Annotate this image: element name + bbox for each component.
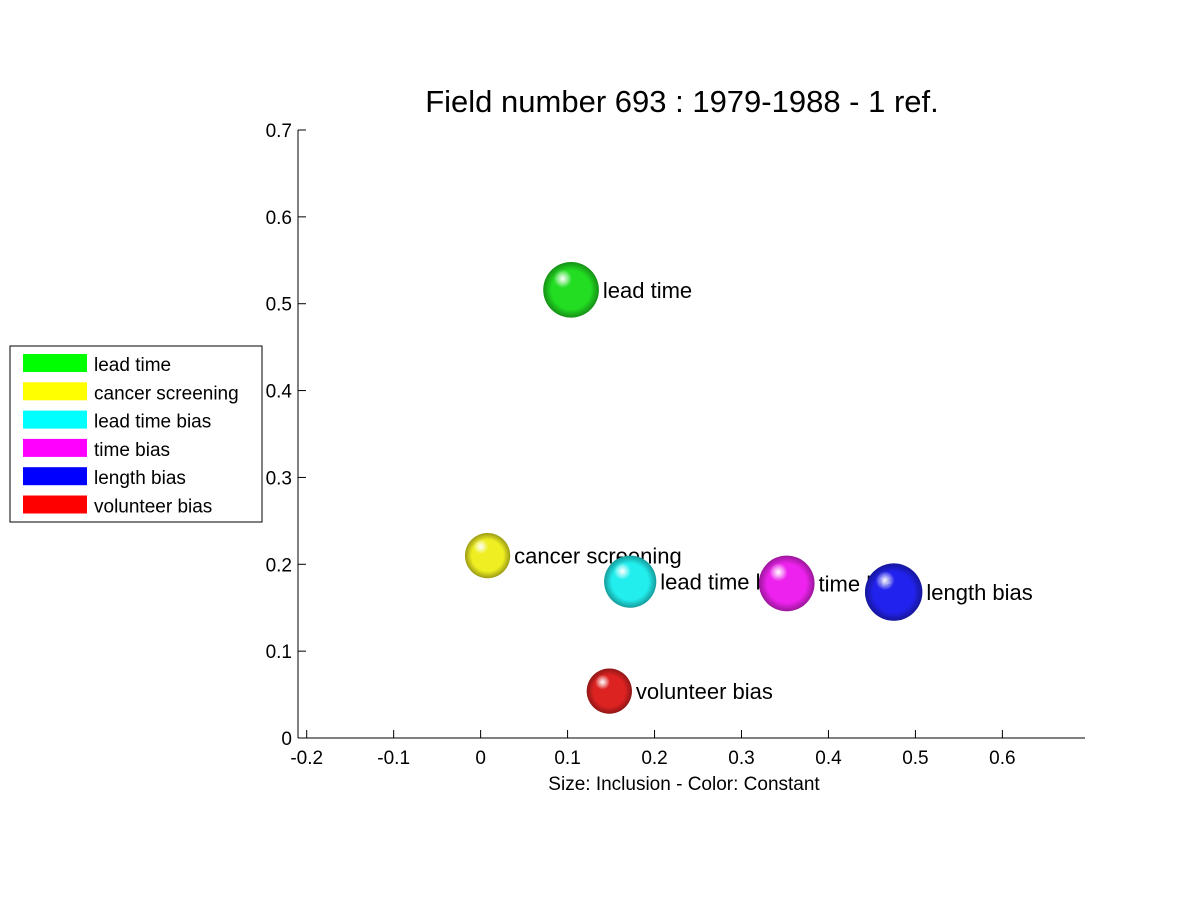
data-point-shading bbox=[864, 563, 923, 621]
y-tick-label: 0.3 bbox=[266, 468, 292, 489]
legend-label: lead time bbox=[94, 355, 171, 376]
x-tick-label: 0 bbox=[475, 748, 486, 769]
legend-swatch bbox=[23, 382, 87, 401]
legend-swatch bbox=[23, 495, 87, 514]
data-point-shading bbox=[543, 261, 599, 318]
legend-swatch bbox=[23, 438, 87, 457]
x-tick-label: 0.3 bbox=[728, 748, 754, 769]
x-tick-label: 0.2 bbox=[641, 748, 667, 769]
data-point-shading bbox=[586, 668, 632, 714]
data-point-label: volunteer bias bbox=[636, 679, 773, 704]
x-tick-label: 0.4 bbox=[815, 748, 842, 769]
legend-swatch bbox=[23, 410, 87, 429]
legend-label: length bias bbox=[94, 468, 186, 489]
x-tick-label: 0.1 bbox=[554, 748, 580, 769]
legend-label: volunteer bias bbox=[94, 497, 212, 518]
x-axis-label: Size: Inclusion - Color: Constant bbox=[548, 774, 820, 795]
data-point-label: length bias bbox=[926, 580, 1032, 605]
y-ticks: 0 0.1 0.2 0.3 0.4 0.5 0.6 0.7 bbox=[266, 121, 306, 750]
legend: lead time cancer screening lead time bias t… bbox=[9, 345, 263, 523]
legend-swatch bbox=[23, 467, 87, 486]
data-point-label: cancer screening bbox=[514, 544, 682, 569]
legend-label: lead time bias bbox=[94, 412, 211, 433]
y-tick-label: 0.5 bbox=[266, 295, 292, 316]
data-point-shading bbox=[758, 555, 815, 612]
x-tick-label: 0.5 bbox=[902, 748, 928, 769]
x-tick-label: -0.2 bbox=[290, 748, 323, 769]
data-point-shading bbox=[604, 555, 657, 608]
legend-label: time bias bbox=[94, 440, 170, 461]
legend-swatch bbox=[23, 354, 87, 372]
y-tick-label: 0.4 bbox=[266, 382, 293, 403]
x-tick-label: 0.6 bbox=[989, 748, 1015, 769]
legend-label: cancer screening bbox=[94, 383, 239, 404]
y-tick-label: 0 bbox=[281, 729, 292, 750]
y-tick-label: 0.6 bbox=[266, 208, 292, 229]
x-ticks: -0.2 -0.1 0 0.1 0.2 0.3 0.4 0.5 0.6 bbox=[290, 730, 1016, 769]
data-point-shading bbox=[464, 532, 511, 579]
y-tick-label: 0.2 bbox=[266, 555, 292, 576]
x-tick-label: -0.1 bbox=[377, 748, 410, 769]
legend-items: lead time cancer screening lead time bias t… bbox=[23, 354, 239, 518]
legend-box bbox=[9, 345, 263, 523]
data-point-label: lead time bbox=[603, 278, 692, 303]
y-tick-label: 0.7 bbox=[266, 121, 292, 142]
axes bbox=[297, 130, 1085, 739]
y-tick-label: 0.1 bbox=[266, 642, 292, 663]
chart-title: Field number 693 : 1979-1988 - 1 ref. bbox=[425, 84, 939, 119]
